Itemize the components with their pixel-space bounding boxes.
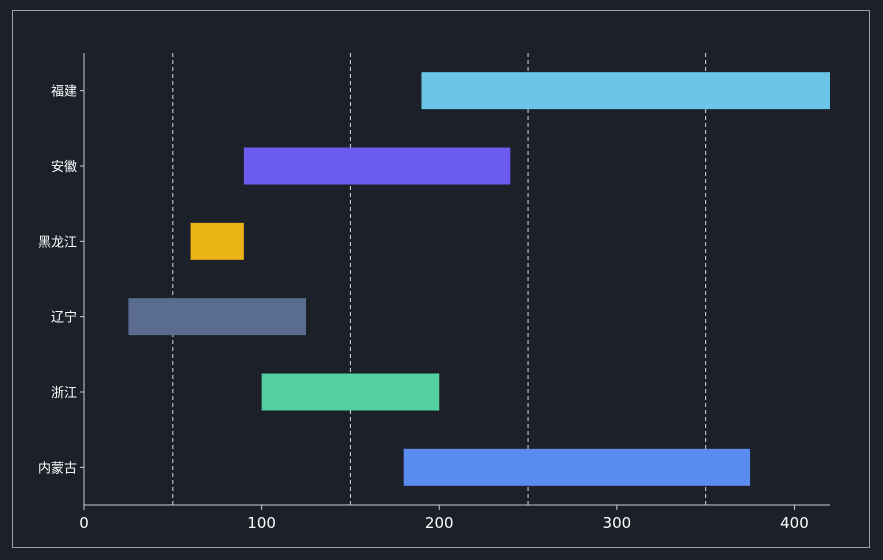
x-tick-label-2: 200 (425, 514, 454, 532)
bar-1 (243, 147, 511, 185)
x-tick-label-4: 400 (780, 514, 809, 532)
bars (128, 72, 830, 486)
bar-4 (261, 373, 440, 411)
x-tick-label-0: 0 (79, 514, 89, 532)
reference-lines (172, 53, 707, 505)
chart-frame (12, 10, 870, 548)
category-label-3: 辽宁 (51, 310, 77, 326)
axes (83, 53, 830, 506)
bar-2 (190, 222, 244, 260)
x-tick-label-3: 300 (603, 514, 632, 532)
bar-5 (403, 448, 751, 486)
category-label-2: 黑龙江 (38, 235, 77, 250)
x-tick-label-1: 100 (247, 514, 276, 532)
bar-0 (421, 72, 830, 110)
category-label-1: 安徽 (51, 160, 77, 175)
category-label-5: 内蒙古 (38, 460, 77, 476)
bar-3 (128, 298, 307, 336)
category-label-4: 浙江 (51, 386, 77, 401)
category-label-0: 福建 (51, 85, 77, 100)
x-tick-labels: 0 100 200 300 400 (79, 505, 809, 532)
